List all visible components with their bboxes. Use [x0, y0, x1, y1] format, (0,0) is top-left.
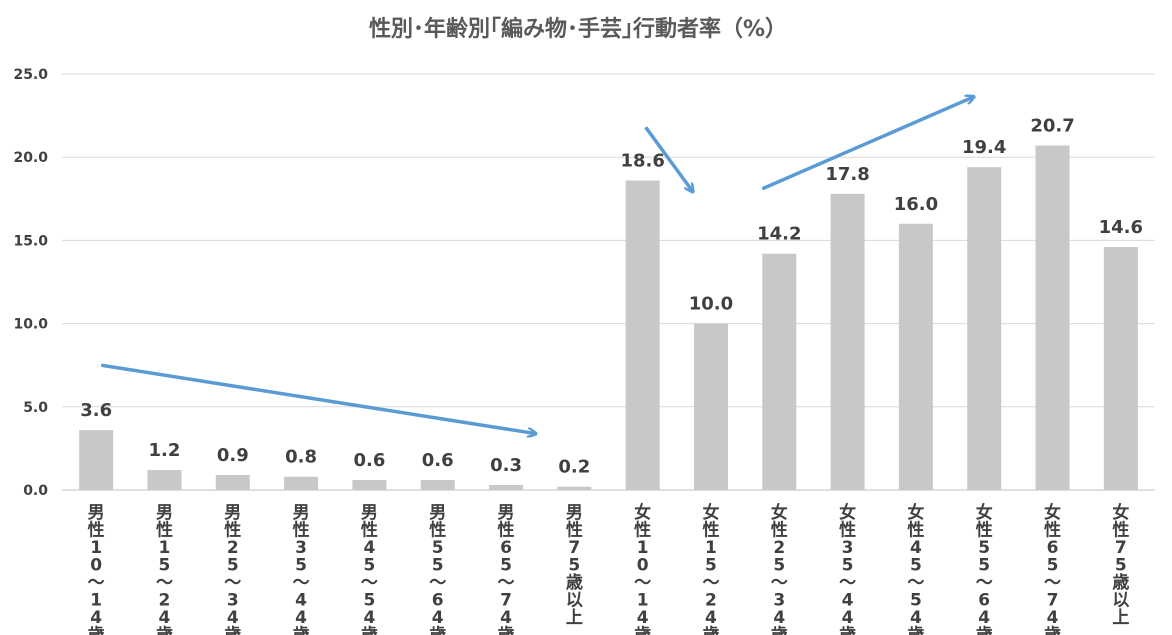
bar [79, 430, 114, 490]
data-label: 18.6 [620, 150, 664, 171]
x-tick-label: 男性 7 5 歳以上 [566, 503, 583, 628]
bar [557, 486, 592, 490]
bar [147, 470, 182, 490]
y-tick-label: 10.0 [13, 317, 48, 333]
data-label: 1.2 [149, 440, 181, 461]
data-label: 0.2 [558, 457, 590, 478]
bar [489, 485, 524, 490]
bar [830, 193, 865, 491]
data-label: 16.0 [894, 194, 938, 215]
data-label: 3.6 [80, 400, 112, 421]
y-tick-label: 20.0 [13, 150, 48, 166]
bar [215, 475, 250, 490]
trend-arrow [761, 97, 972, 191]
y-tick-label: 25.0 [13, 67, 48, 83]
data-label: 0.3 [490, 455, 522, 476]
trend-arrow [644, 126, 692, 190]
data-labels: 3.6 1.2 0.9 0.8 0.6 0.6 0.3 0.2 18.6 10.0 14.2 17.8… [80, 116, 1143, 478]
bar [352, 480, 387, 490]
trend-arrow [100, 363, 534, 433]
y-tick-label: 0.0 [23, 483, 48, 499]
bars [79, 145, 1138, 491]
data-label: 17.8 [825, 164, 869, 185]
y-tick-label: 5.0 [23, 400, 48, 416]
chart-title: 性別･年齢別｢編み物･手芸｣行動者率（%） [369, 16, 787, 42]
data-label: 10.0 [689, 294, 733, 315]
data-label: 20.7 [1030, 116, 1074, 137]
bar [625, 180, 660, 490]
bar [1035, 145, 1070, 490]
y-axis-ticks: 0.0 5.0 10.0 15.0 20.0 25.0 [13, 67, 48, 499]
y-tick-label: 15.0 [13, 233, 48, 249]
data-label: 14.2 [757, 224, 801, 245]
data-label: 14.6 [1099, 217, 1143, 238]
trend-arrows [100, 97, 972, 433]
data-label: 0.8 [285, 447, 317, 468]
bar [762, 253, 797, 490]
bar [284, 476, 319, 490]
bar [1103, 247, 1138, 490]
data-label: 19.4 [962, 137, 1006, 158]
x-tick-label: 女性 7 5 歳以上 [1112, 502, 1129, 628]
bar [898, 223, 933, 490]
data-label: 0.9 [217, 445, 249, 466]
bar [693, 323, 728, 490]
data-label: 0.6 [422, 450, 454, 471]
data-label: 0.6 [353, 450, 385, 471]
bar [967, 167, 1002, 490]
bar [420, 480, 455, 490]
